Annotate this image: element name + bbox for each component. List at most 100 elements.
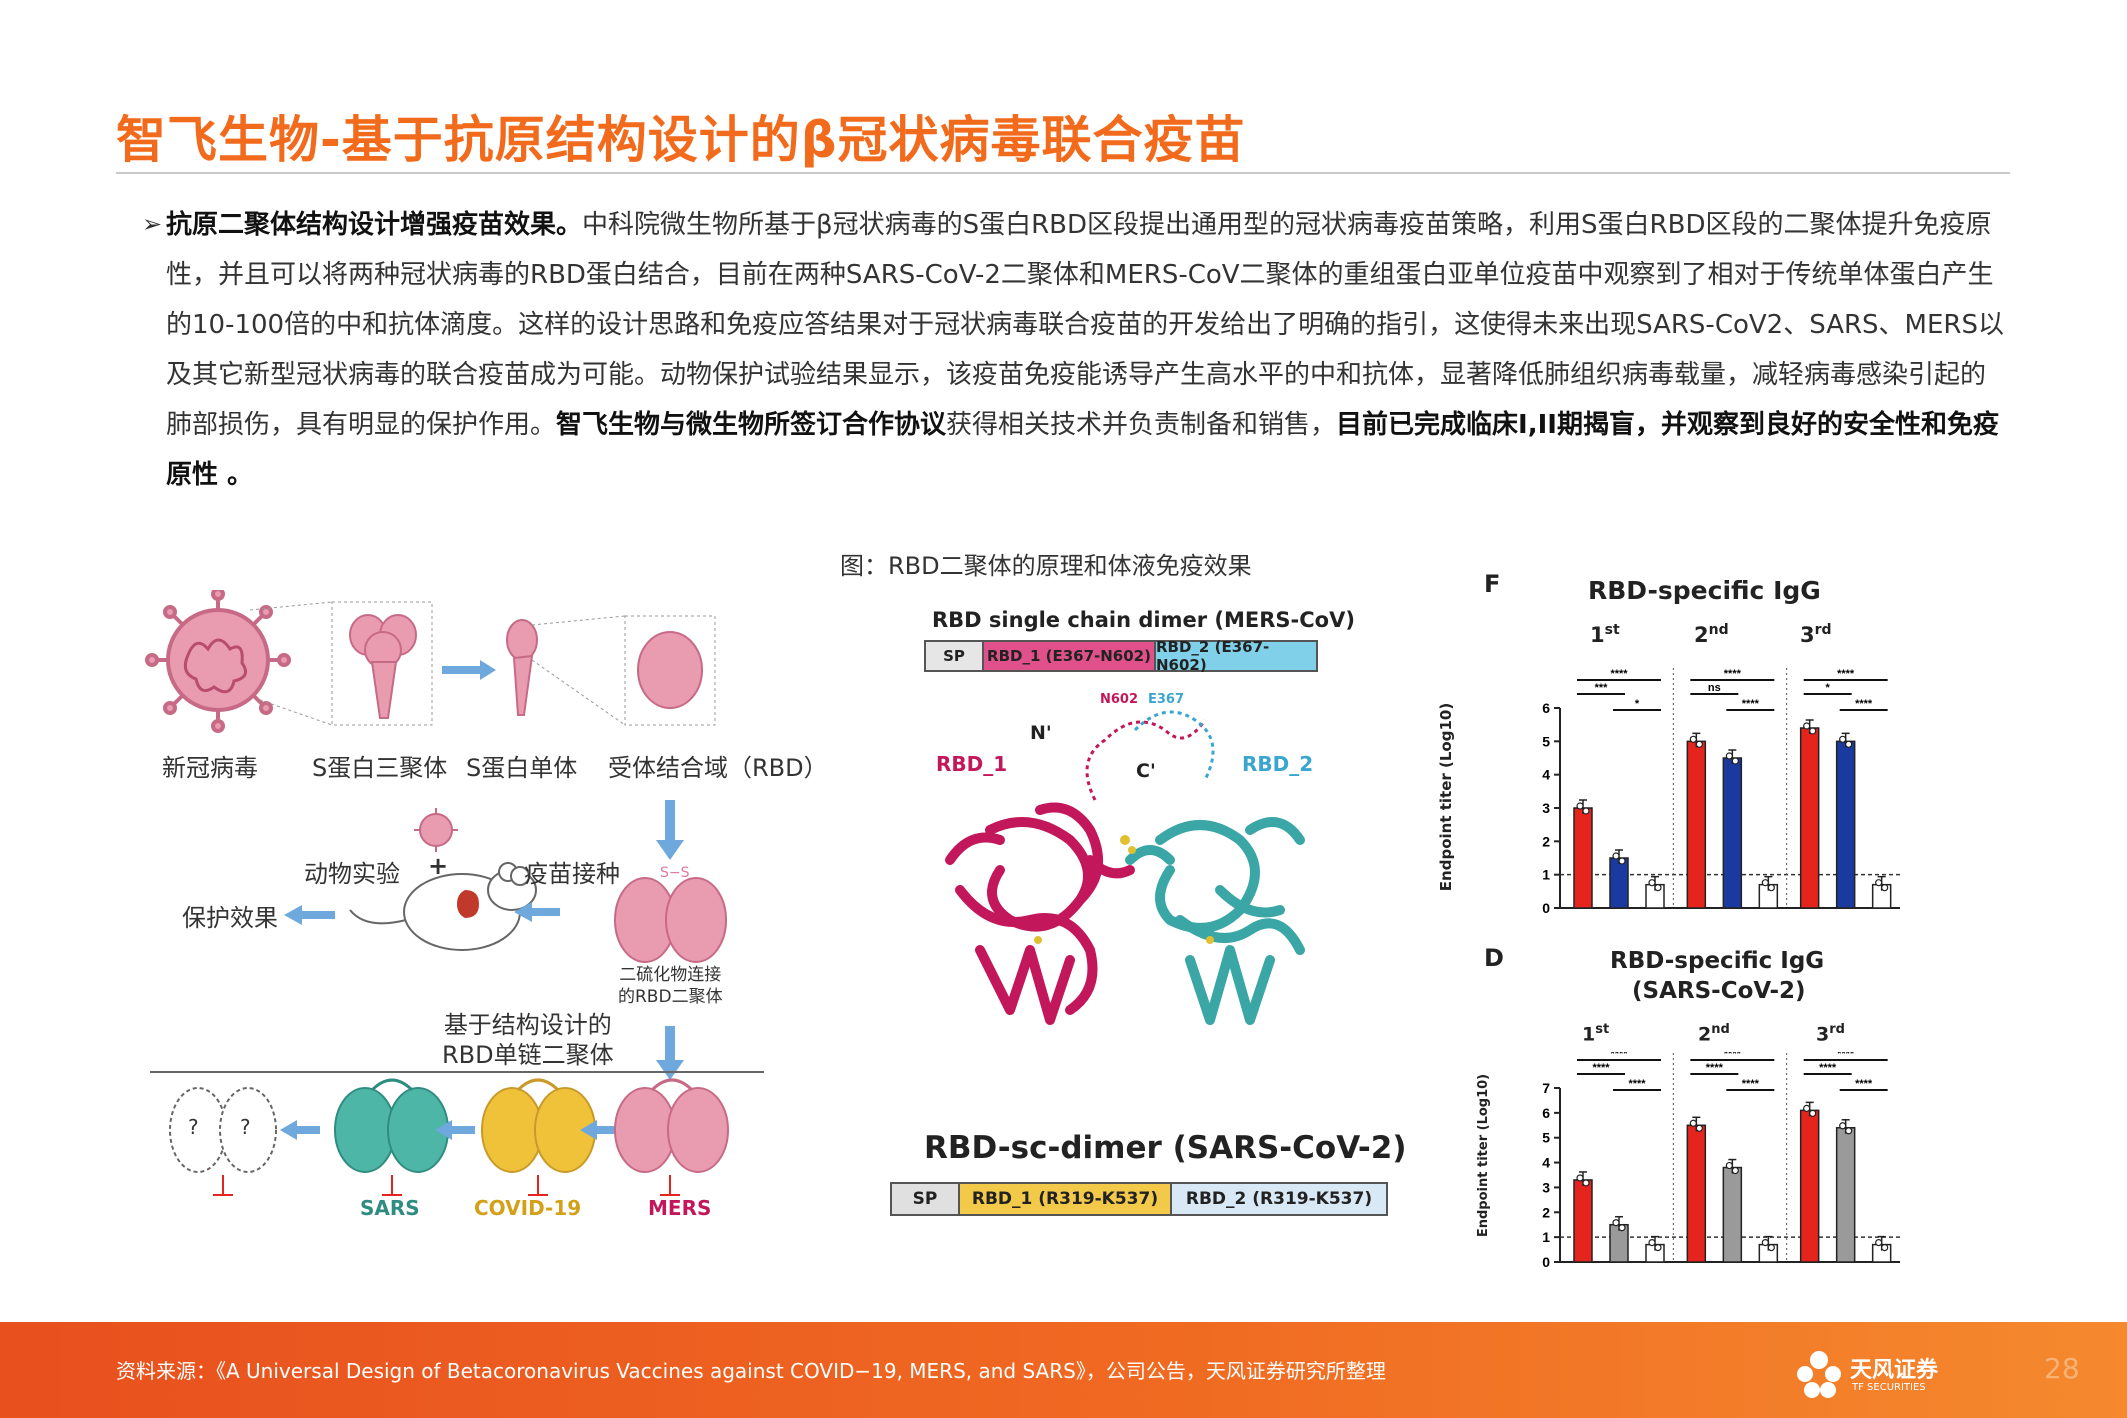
significance-label: **** <box>1837 1052 1855 1060</box>
bar <box>1835 1127 1856 1263</box>
rbd-label: 受体结合域（RBD） <box>608 754 828 782</box>
significance-label: **** <box>1724 668 1742 680</box>
significance-label: **** <box>1742 1078 1760 1090</box>
y-tick-label: 2 <box>1542 1204 1550 1220</box>
significance-label: **** <box>1819 1062 1837 1074</box>
protein-structure <box>945 710 1305 1025</box>
data-point <box>1767 1244 1775 1252</box>
question-2: ? <box>240 1115 251 1139</box>
data-point <box>1803 1104 1811 1112</box>
schematic-diagram <box>145 590 764 1196</box>
data-point <box>1725 752 1733 760</box>
bullet-icon: ➢ <box>142 210 163 238</box>
data-point <box>1839 735 1847 743</box>
y-tick-label: 0 <box>1542 900 1550 916</box>
y-tick-label: 1 <box>1542 1229 1550 1245</box>
virus-icon <box>145 590 291 733</box>
mers-label: MERS <box>648 1196 712 1220</box>
chart-f-group-1: 1st <box>1590 622 1620 647</box>
structure-design-label: 基于结构设计的 RBD单链二聚体 <box>442 1011 614 1069</box>
y-tick-label: 4 <box>1542 767 1550 783</box>
sars-construct-bar: SP RBD_1 (R319-K537) RBD_2 (R319-K537) <box>890 1182 1388 1216</box>
n-term-label: N' <box>1030 722 1052 744</box>
y-tick-label: 0 <box>1542 1254 1550 1270</box>
data-point <box>1689 735 1697 743</box>
data-point <box>1612 852 1620 860</box>
trimer-box <box>331 601 433 726</box>
bar <box>1722 1166 1743 1263</box>
chart-d-subtitle: (SARS-CoV-2) <box>1632 978 1806 1004</box>
animal-test-label: 动物实验 <box>304 860 400 888</box>
monomer-label: S蛋白单体 <box>466 754 578 782</box>
data-point <box>1648 879 1656 887</box>
bar <box>1722 757 1743 909</box>
sars-construct-title: RBD-sc-dimer (SARS-CoV-2) <box>924 1130 1407 1166</box>
rbd1-struct-label: RBD_1 <box>936 752 1008 776</box>
source-note: 资料来源：《A Universal Design of Betacoronavi… <box>116 1359 1386 1383</box>
body-text-2: 获得相关技术并负责制备和销售， <box>946 410 1337 440</box>
significance-label: **** <box>1592 1062 1610 1074</box>
bar <box>1835 740 1856 909</box>
question-1: ? <box>188 1115 199 1139</box>
chart-d-group-3: 3rd <box>1816 1022 1845 1046</box>
logo-subtext: TF SECURITIES <box>1852 1382 1926 1393</box>
data-point <box>1695 1124 1703 1132</box>
data-point <box>1695 740 1703 748</box>
data-point <box>1648 1239 1656 1247</box>
bar <box>1799 1109 1820 1263</box>
data-point <box>1845 740 1853 748</box>
bar <box>1573 807 1593 909</box>
data-point <box>1582 1179 1590 1187</box>
protection-label: 保护效果 <box>182 904 278 932</box>
virus-label: 新冠病毒 <box>162 754 258 782</box>
page-title: 智飞生物-基于抗原结构设计的β冠状病毒联合疫苗 <box>116 111 1246 169</box>
data-point <box>1761 879 1769 887</box>
data-point <box>1809 1109 1817 1117</box>
small-virus-icon <box>414 808 458 852</box>
bold-end: 目前已完成临床I,II期揭盲，并观察到良好的安全性和免疫原性 。 <box>166 410 1999 490</box>
chart-d-ylabel: Endpoint titer (Log10) <box>1476 1073 1492 1238</box>
chart-d-title: RBD-specific IgG <box>1610 948 1825 974</box>
trimer-icon <box>349 614 417 719</box>
chart-f-title: RBD-specific IgG <box>1588 576 1821 605</box>
logo-icon <box>1797 1351 1841 1398</box>
data-point <box>1618 1224 1626 1232</box>
sars-rbd1: RBD_1 (R319-K537) <box>960 1184 1172 1214</box>
y-tick-label: 2 <box>1542 833 1550 849</box>
mers-dimer-icon <box>614 1087 729 1173</box>
unknown-dimer-icon <box>169 1087 277 1173</box>
chart-d-group-2: 2nd <box>1698 1022 1730 1046</box>
n602-label: N602 <box>1100 692 1139 707</box>
data-point <box>1654 1244 1662 1252</box>
page-number: 28 <box>2044 1352 2080 1385</box>
disulfide-label: 二硫化物连接 的RBD二聚体 <box>618 965 723 1007</box>
bar <box>1799 727 1820 909</box>
data-point <box>1725 1161 1733 1170</box>
significance-label: **** <box>1724 1052 1742 1060</box>
mers-rbd1: RBD_1 (E367-N602) <box>984 642 1156 670</box>
data-point <box>1809 727 1817 735</box>
data-point <box>1845 1127 1853 1135</box>
data-point <box>1618 857 1626 865</box>
data-point <box>1839 1122 1847 1130</box>
chart-f-group-3: 3rd <box>1800 622 1832 647</box>
rbd2-struct-label: RBD_2 <box>1242 752 1314 776</box>
y-tick-label: 3 <box>1542 800 1550 816</box>
significance-label: **** <box>1610 668 1628 680</box>
covid-dimer-icon <box>481 1087 596 1173</box>
covid-label: COVID-19 <box>474 1196 582 1220</box>
title-divider <box>116 172 2010 174</box>
footer-bar <box>0 1322 2127 1418</box>
mers-sp: SP <box>926 642 984 670</box>
plus-label: + <box>428 852 449 880</box>
significance-label: **** <box>1742 698 1760 710</box>
y-tick-label: 7 <box>1542 1080 1550 1096</box>
mers-rbd2: RBD_2 (E367-N602) <box>1156 638 1316 674</box>
y-tick-label: 1 <box>1542 867 1550 883</box>
figure-caption: 图：RBD二聚体的原理和体液免疫效果 <box>840 552 1252 580</box>
significance-label: * <box>1635 698 1640 710</box>
significance-label: **** <box>1855 1078 1873 1090</box>
rbd2-ribbon <box>1125 817 1305 1025</box>
mers-construct-title: RBD single chain dimer (MERS-CoV) <box>932 608 1355 632</box>
sars-rbd2: RBD_2 (R319-K537) <box>1172 1184 1386 1214</box>
